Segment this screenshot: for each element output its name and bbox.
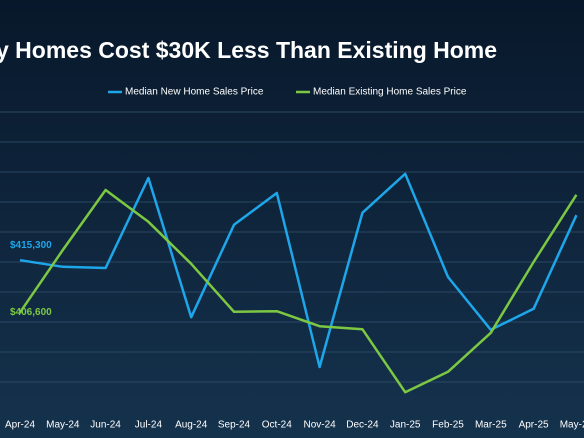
x-tick-label: Jun-24 — [90, 420, 121, 431]
x-tick-label: Nov-24 — [303, 420, 336, 431]
x-tick-label: Dec-24 — [346, 420, 379, 431]
chart-title: y Homes Cost $30K Less Than Existing Hom… — [0, 37, 497, 63]
value-label: $415,300 — [10, 240, 52, 251]
series-line — [18, 188, 578, 394]
legend-label: Median New Home Sales Price — [125, 87, 264, 98]
value-label: $406,600 — [10, 307, 52, 318]
x-tick-label: May-25 — [560, 420, 584, 431]
legend-label: Median Existing Home Sales Price — [313, 87, 467, 98]
x-tick-label: Mar-25 — [475, 420, 507, 431]
x-tick-label: May-24 — [46, 420, 80, 431]
x-tick-label: Feb-25 — [432, 420, 464, 431]
x-tick-label: Apr-25 — [519, 420, 549, 431]
x-tick-label: Apr-24 — [5, 420, 35, 431]
x-tick-label: Sep-24 — [218, 420, 251, 431]
series-line — [19, 172, 578, 369]
x-tick-label: Aug-24 — [175, 420, 208, 431]
x-tick-label: Jul-24 — [135, 420, 163, 431]
x-tick-label: Oct-24 — [262, 420, 292, 431]
x-tick-label: Jan-25 — [390, 420, 421, 431]
